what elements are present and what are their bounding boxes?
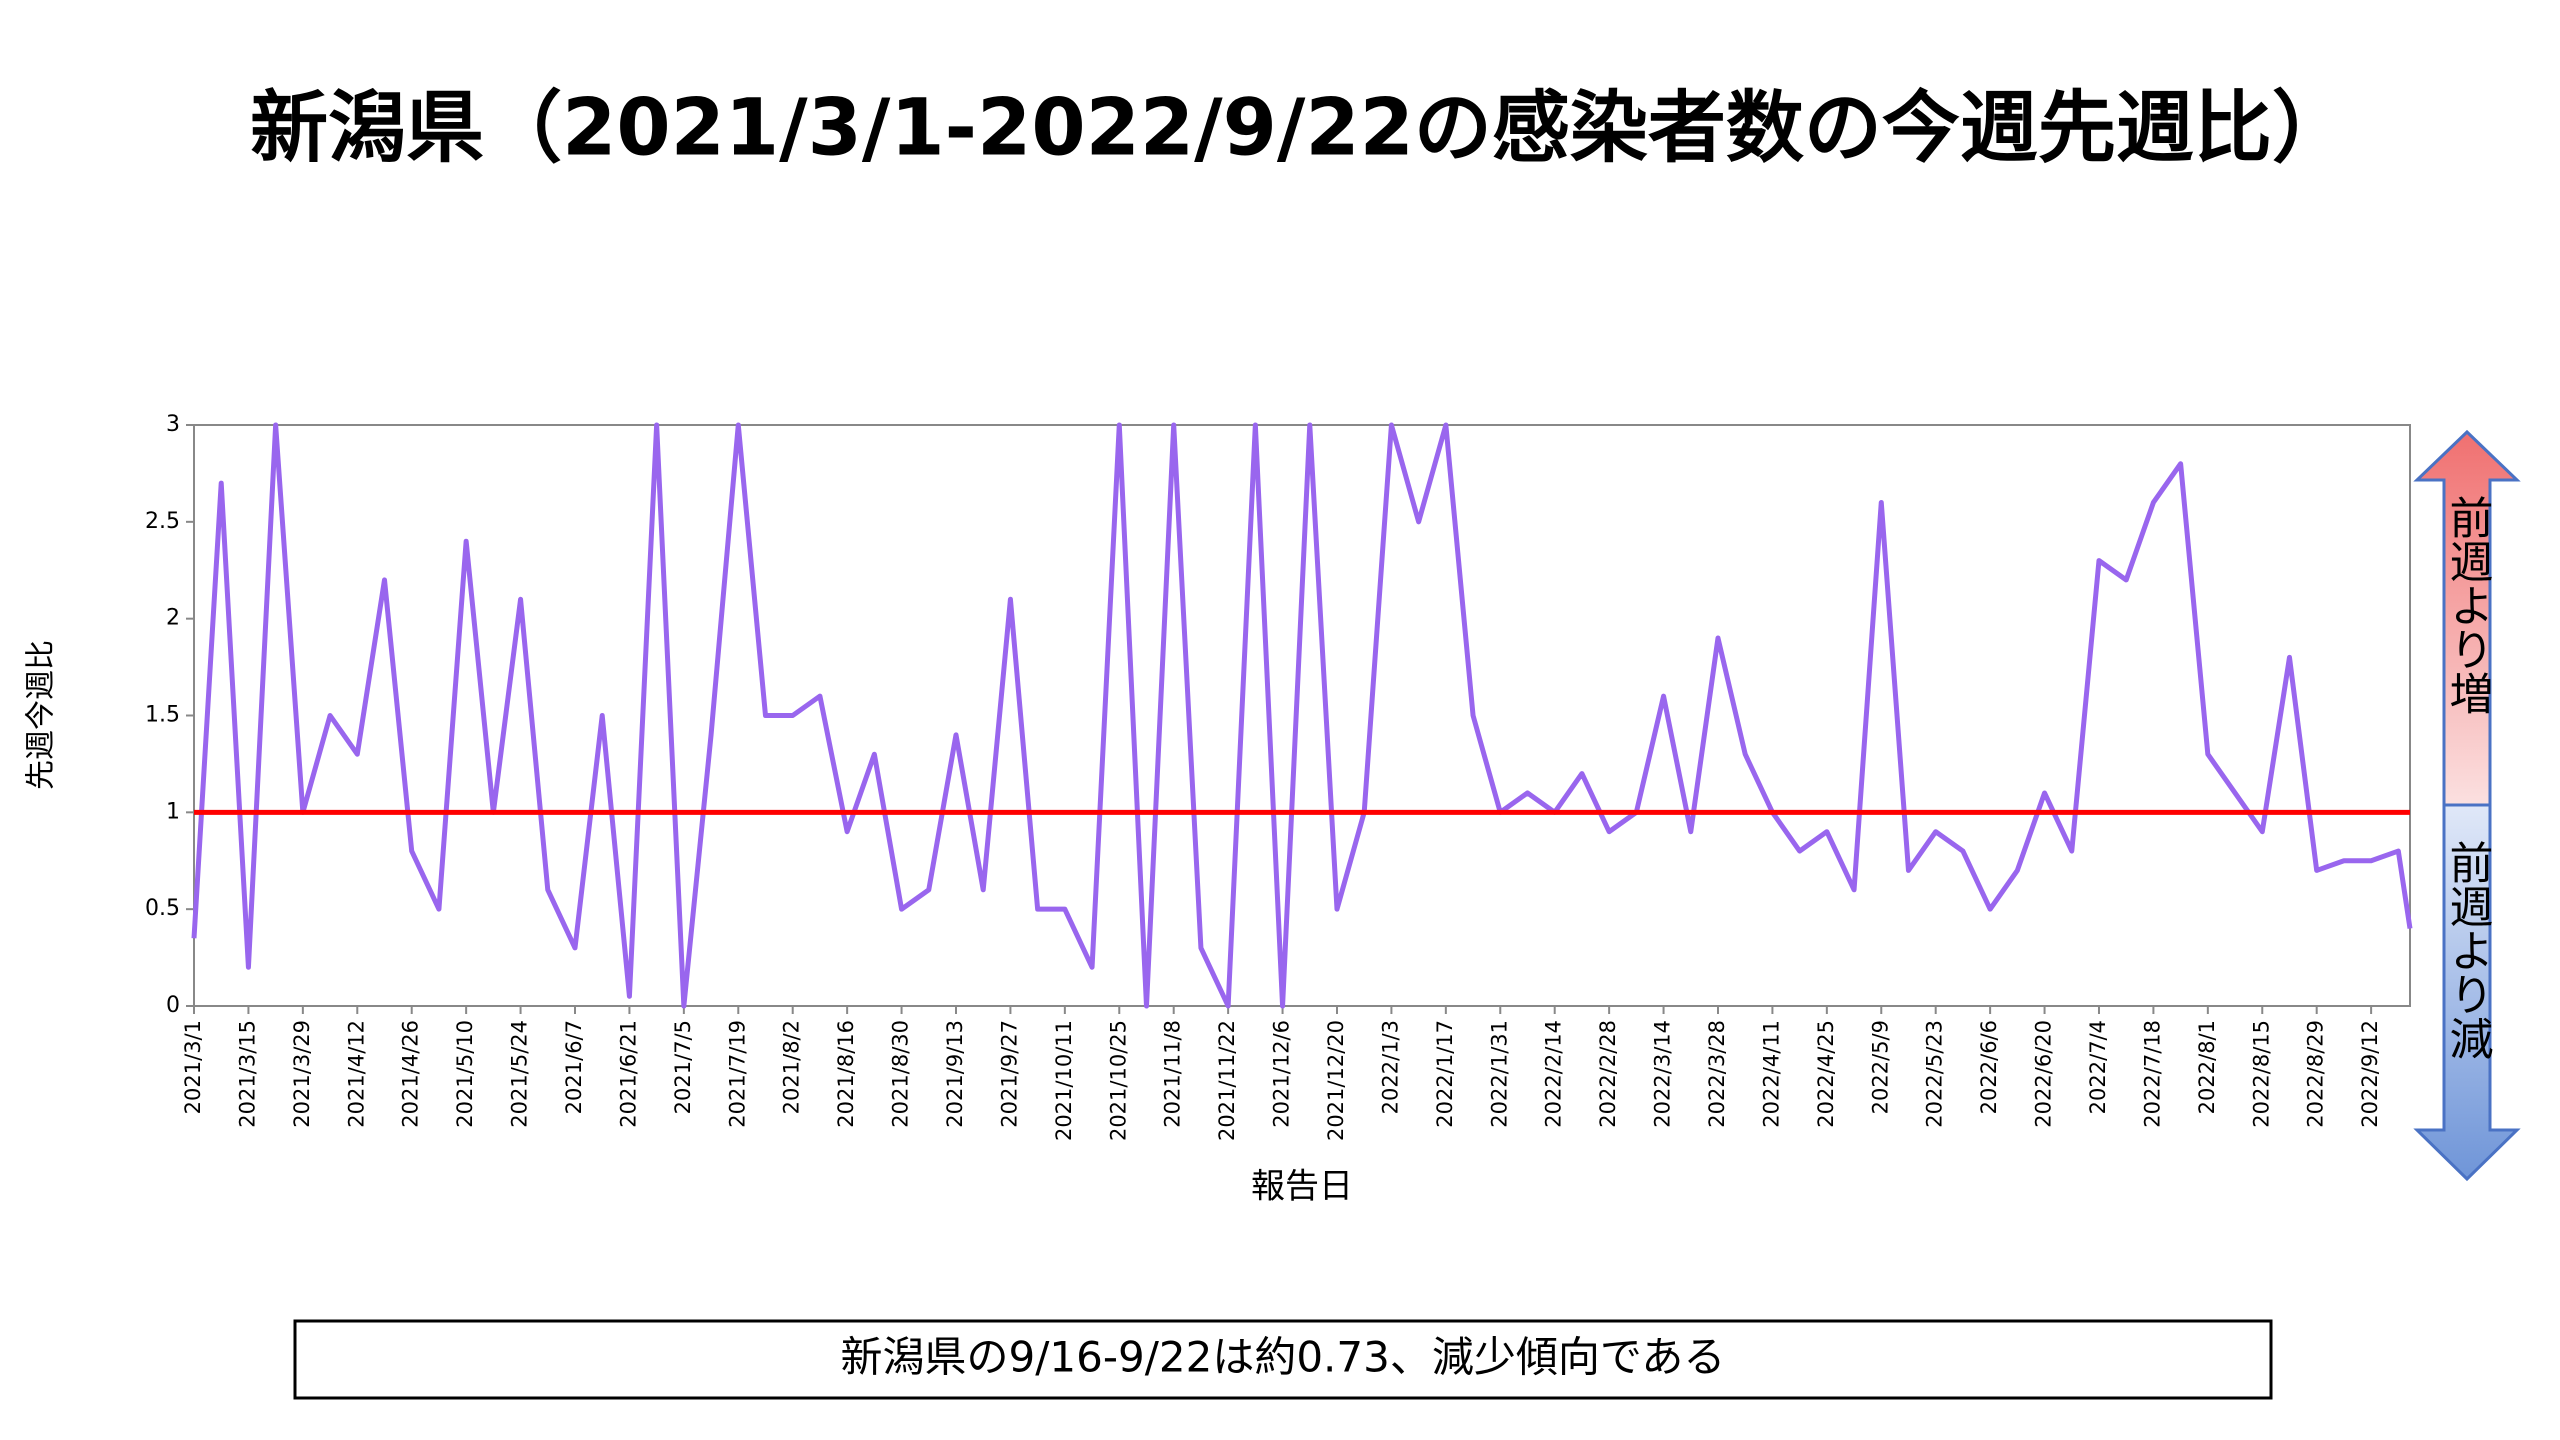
x-tick-label: 2022/7/18 xyxy=(2140,1020,2164,1128)
x-tick-label: 2022/1/17 xyxy=(1433,1020,1457,1128)
y-tick-label: 1 xyxy=(166,799,180,824)
x-tick-label: 2021/3/15 xyxy=(235,1020,259,1128)
x-tick-label: 2021/3/29 xyxy=(290,1020,314,1128)
x-tick-label: 2021/5/24 xyxy=(508,1020,532,1128)
x-tick-label: 2022/6/6 xyxy=(1977,1020,2001,1114)
x-tick-label: 2022/1/31 xyxy=(1487,1020,1511,1128)
x-tick-label: 2022/2/14 xyxy=(1542,1020,1566,1128)
x-tick-label: 2021/9/13 xyxy=(943,1020,967,1128)
x-tick-label: 2021/11/22 xyxy=(1215,1020,1239,1141)
x-tick-label: 2021/6/7 xyxy=(562,1020,586,1114)
annotation-box xyxy=(293,1319,2273,1400)
x-tick-label: 2021/12/6 xyxy=(1270,1020,1294,1128)
x-tick-label: 2022/7/4 xyxy=(2086,1020,2110,1114)
y-tick-label: 0 xyxy=(166,993,180,1018)
arrow-down xyxy=(2413,803,2521,1182)
y-tick-label: 1.5 xyxy=(145,703,180,728)
y-axis-label: 先週今週比 xyxy=(24,640,59,790)
plot-frame xyxy=(193,424,2411,1007)
arrow-up-label: 前週より増 xyxy=(2442,495,2493,715)
x-tick-label: 2021/4/12 xyxy=(344,1020,368,1128)
y-tick-label: 2 xyxy=(166,606,180,631)
x-tick-label: 2021/3/1 xyxy=(181,1020,205,1114)
x-tick-label: 2021/8/2 xyxy=(780,1020,804,1114)
x-tick-label: 2022/8/1 xyxy=(2195,1020,2219,1114)
x-tick-label: 2022/5/23 xyxy=(1923,1020,1947,1128)
x-tick-label: 2021/8/16 xyxy=(834,1020,858,1128)
x-tick-label: 2021/12/20 xyxy=(1324,1020,1348,1141)
chart-title: 新潟県（2021/3/1-2022/9/22の感染者数の今週先週比） xyxy=(250,83,2350,173)
x-tick-label: 2022/8/29 xyxy=(2304,1020,2328,1128)
x-tick-label: 2022/2/28 xyxy=(1596,1020,1620,1128)
x-tick-label: 2022/8/15 xyxy=(2249,1020,2273,1128)
x-axis-label: 報告日 xyxy=(1251,1167,1353,1207)
x-tick-label: 2021/10/25 xyxy=(1106,1020,1130,1141)
x-tick-label: 2021/6/21 xyxy=(616,1020,640,1128)
x-tick-label: 2021/7/5 xyxy=(671,1020,695,1114)
y-tick-label: 0.5 xyxy=(145,896,180,921)
x-tick-label: 2022/3/14 xyxy=(1651,1020,1675,1128)
x-tick-label: 2021/9/27 xyxy=(997,1020,1021,1128)
x-tick-label: 2021/7/19 xyxy=(725,1020,749,1128)
arrow-down-label: 前週より減 xyxy=(2442,840,2493,1060)
x-tick-label: 2021/5/10 xyxy=(453,1020,477,1128)
x-tick-label: 2022/5/9 xyxy=(1868,1020,1892,1114)
x-tick-label: 2022/6/20 xyxy=(2032,1020,2056,1128)
x-tick-label: 2022/9/12 xyxy=(2358,1020,2382,1128)
y-tick-label: 2.5 xyxy=(145,509,180,534)
x-tick-label: 2021/4/26 xyxy=(399,1020,423,1128)
x-tick-label: 2022/4/11 xyxy=(1759,1020,1783,1128)
x-tick-label: 2021/11/8 xyxy=(1161,1020,1185,1128)
x-tick-label: 2022/4/25 xyxy=(1814,1020,1838,1128)
x-tick-label: 2021/10/11 xyxy=(1052,1020,1076,1141)
data-line xyxy=(191,422,2413,1009)
x-tick-label: 2022/3/28 xyxy=(1705,1020,1729,1128)
x-tick-label: 2021/8/30 xyxy=(889,1020,913,1128)
y-tick-label: 3 xyxy=(166,412,180,437)
annotation: 新潟県の9/16-9/22は約0.73、減少傾向である xyxy=(841,1333,1726,1382)
x-tick-label: 2022/1/3 xyxy=(1378,1020,1402,1114)
